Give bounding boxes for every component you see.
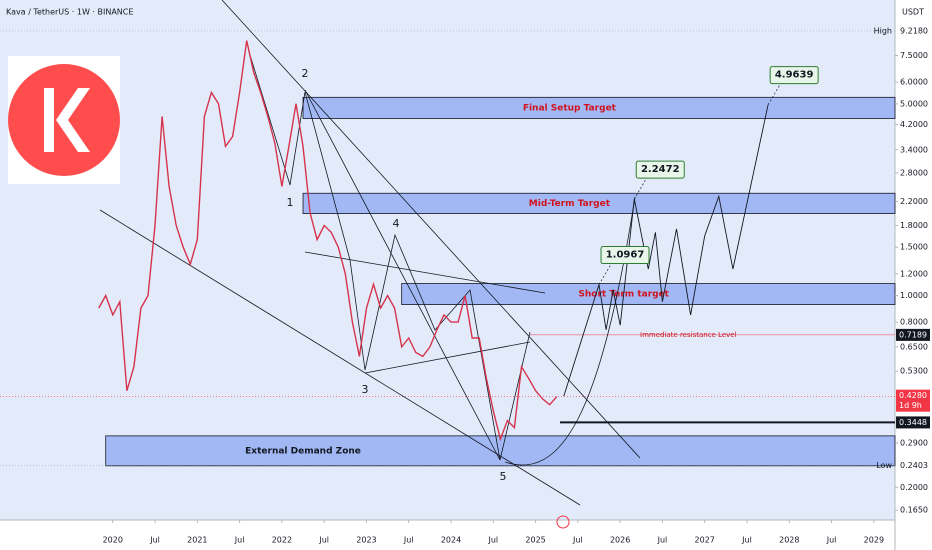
y-tick-label: 5.0000 — [900, 99, 928, 108]
high-tag: High — [874, 26, 892, 35]
y-tick-label: 1.5000 — [900, 243, 928, 252]
y-tick-label: 1.0000 — [900, 291, 928, 300]
pivot-label: 1 — [287, 196, 294, 209]
plot-background — [0, 0, 895, 520]
target-box — [600, 246, 650, 265]
zone — [401, 283, 896, 305]
trendline — [99, 209, 581, 506]
target-arrow — [767, 82, 782, 105]
y-tick-label: 0.2000 — [900, 483, 928, 492]
resistance-text: Immediate resistance Level — [640, 331, 737, 339]
x-tick-label: Jul — [657, 536, 668, 545]
price-countdown: 1d 9h — [899, 401, 922, 410]
target-label: 2.2472 — [641, 164, 680, 175]
y-tick-label: 0.1650 — [900, 506, 928, 515]
y-tick-label: 0.6500 — [900, 342, 928, 351]
price-value: 0.4280 — [899, 391, 927, 400]
x-tick-label: 2025 — [525, 536, 545, 545]
y-tick-label: 2.8000 — [900, 168, 928, 177]
low-value: 0.2403 — [900, 461, 928, 470]
pivot-label: 2 — [302, 67, 309, 80]
x-tick-label: 2028 — [779, 536, 799, 545]
x-tick-label: Jul — [149, 536, 160, 545]
trendline — [304, 89, 501, 461]
target-label: 4.9639 — [775, 70, 814, 81]
y-tick-label: 0.2900 — [900, 439, 928, 448]
wave-path — [249, 54, 531, 461]
target-box — [635, 160, 685, 179]
cup-curve — [504, 196, 636, 466]
x-tick-label: 2026 — [610, 536, 630, 545]
zone — [302, 192, 896, 214]
y-tick-label: 0.8000 — [900, 318, 928, 327]
x-tick-label: 2020 — [103, 536, 123, 545]
x-tick-label: 2029 — [864, 536, 884, 545]
y-tick-label: 1.2000 — [900, 269, 928, 278]
trendline — [304, 251, 546, 294]
x-tick-label: 2022 — [272, 536, 292, 545]
x-tick-label: Jul — [572, 536, 583, 545]
y-tick-label: 0.5300 — [900, 367, 928, 376]
zone-label: Mid-Term Target — [529, 199, 611, 209]
price-badge — [896, 389, 930, 412]
x-tick-label: Jul — [487, 536, 498, 545]
pivot-label: 3 — [362, 383, 369, 396]
pivot-label: 5 — [500, 470, 507, 483]
target-box — [769, 66, 819, 85]
y-tick-label: 3.4000 — [900, 145, 928, 154]
zone-label: Final Setup Target — [523, 103, 617, 113]
support-badge — [896, 416, 930, 429]
series: 1.0967 2.2472 4.9639 — [98, 40, 819, 442]
price-line-series — [98, 40, 558, 442]
logo-k — [44, 88, 90, 152]
target-arrow — [598, 262, 613, 285]
support-value: 0.3448 — [899, 418, 927, 427]
resistance-badge — [896, 328, 930, 341]
time-axis — [0, 520, 895, 550]
x-tick-label: Jul — [318, 536, 329, 545]
low-tag: Low — [876, 461, 892, 470]
x-tick-label: Jul — [234, 536, 245, 545]
x-tick-label: Jul — [741, 536, 752, 545]
zone-label: External Demand Zone — [245, 446, 361, 456]
x-tick-label: 2021 — [187, 536, 207, 545]
price-axis — [895, 0, 932, 550]
trendline — [364, 341, 531, 374]
trendline — [221, 0, 641, 459]
x-tick-label: Jul — [403, 536, 414, 545]
x-tick-label: 2027 — [695, 536, 715, 545]
x-tick-label: 2023 — [356, 536, 376, 545]
zone — [302, 96, 896, 119]
target-arrow — [633, 176, 648, 200]
zone — [105, 435, 896, 467]
x-tick-label: 2024 — [441, 536, 461, 545]
chart-title: Kava / TetherUS · 1W · BINANCE — [6, 8, 133, 17]
y-tick-label: 7.5000 — [900, 51, 928, 60]
high-value: 9.2180 — [900, 26, 928, 35]
y-tick-label: 6.0000 — [900, 78, 928, 87]
currency: USDT — [902, 8, 924, 17]
x-tick-label: Jul — [826, 536, 837, 545]
y-tick-label: 1.8000 — [900, 221, 928, 230]
target-label: 1.0967 — [606, 250, 645, 261]
y-tick-label: 4.2000 — [900, 120, 928, 129]
y-tick-label: 2.2000 — [900, 197, 928, 206]
event-icon[interactable] — [556, 515, 570, 529]
projection-path — [563, 104, 769, 397]
pivot-label: 4 — [393, 217, 400, 230]
resistance-value: 0.7189 — [899, 330, 927, 339]
trendlines — [99, 0, 641, 506]
logo — [8, 56, 120, 184]
